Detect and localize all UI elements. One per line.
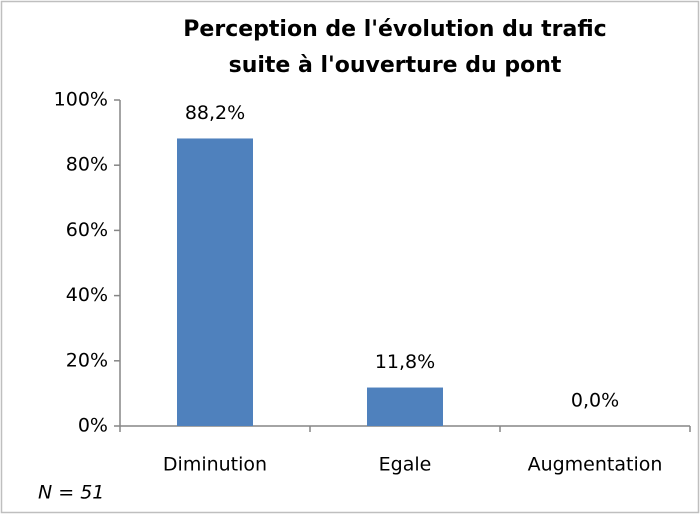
x-tick-label: Diminution <box>163 454 267 476</box>
y-tick-label: 40% <box>66 284 108 306</box>
y-tick-label: 20% <box>66 349 108 371</box>
x-tick-label: Egale <box>379 454 432 476</box>
y-tick-label: 100% <box>54 89 108 111</box>
y-tick-label: 80% <box>66 154 108 176</box>
bar <box>177 138 253 426</box>
x-tick-label: Augmentation <box>528 454 663 476</box>
y-tick-label: 60% <box>66 219 108 241</box>
chart-title: Perception de l'évolution du trafic suit… <box>183 17 607 78</box>
bar <box>367 387 443 426</box>
data-label: 88,2% <box>185 102 245 124</box>
annotation: N = 51 <box>38 482 104 504</box>
data-label: 0,0% <box>571 390 619 412</box>
data-label: 11,8% <box>375 351 435 373</box>
y-tick-label: 0% <box>78 415 108 437</box>
